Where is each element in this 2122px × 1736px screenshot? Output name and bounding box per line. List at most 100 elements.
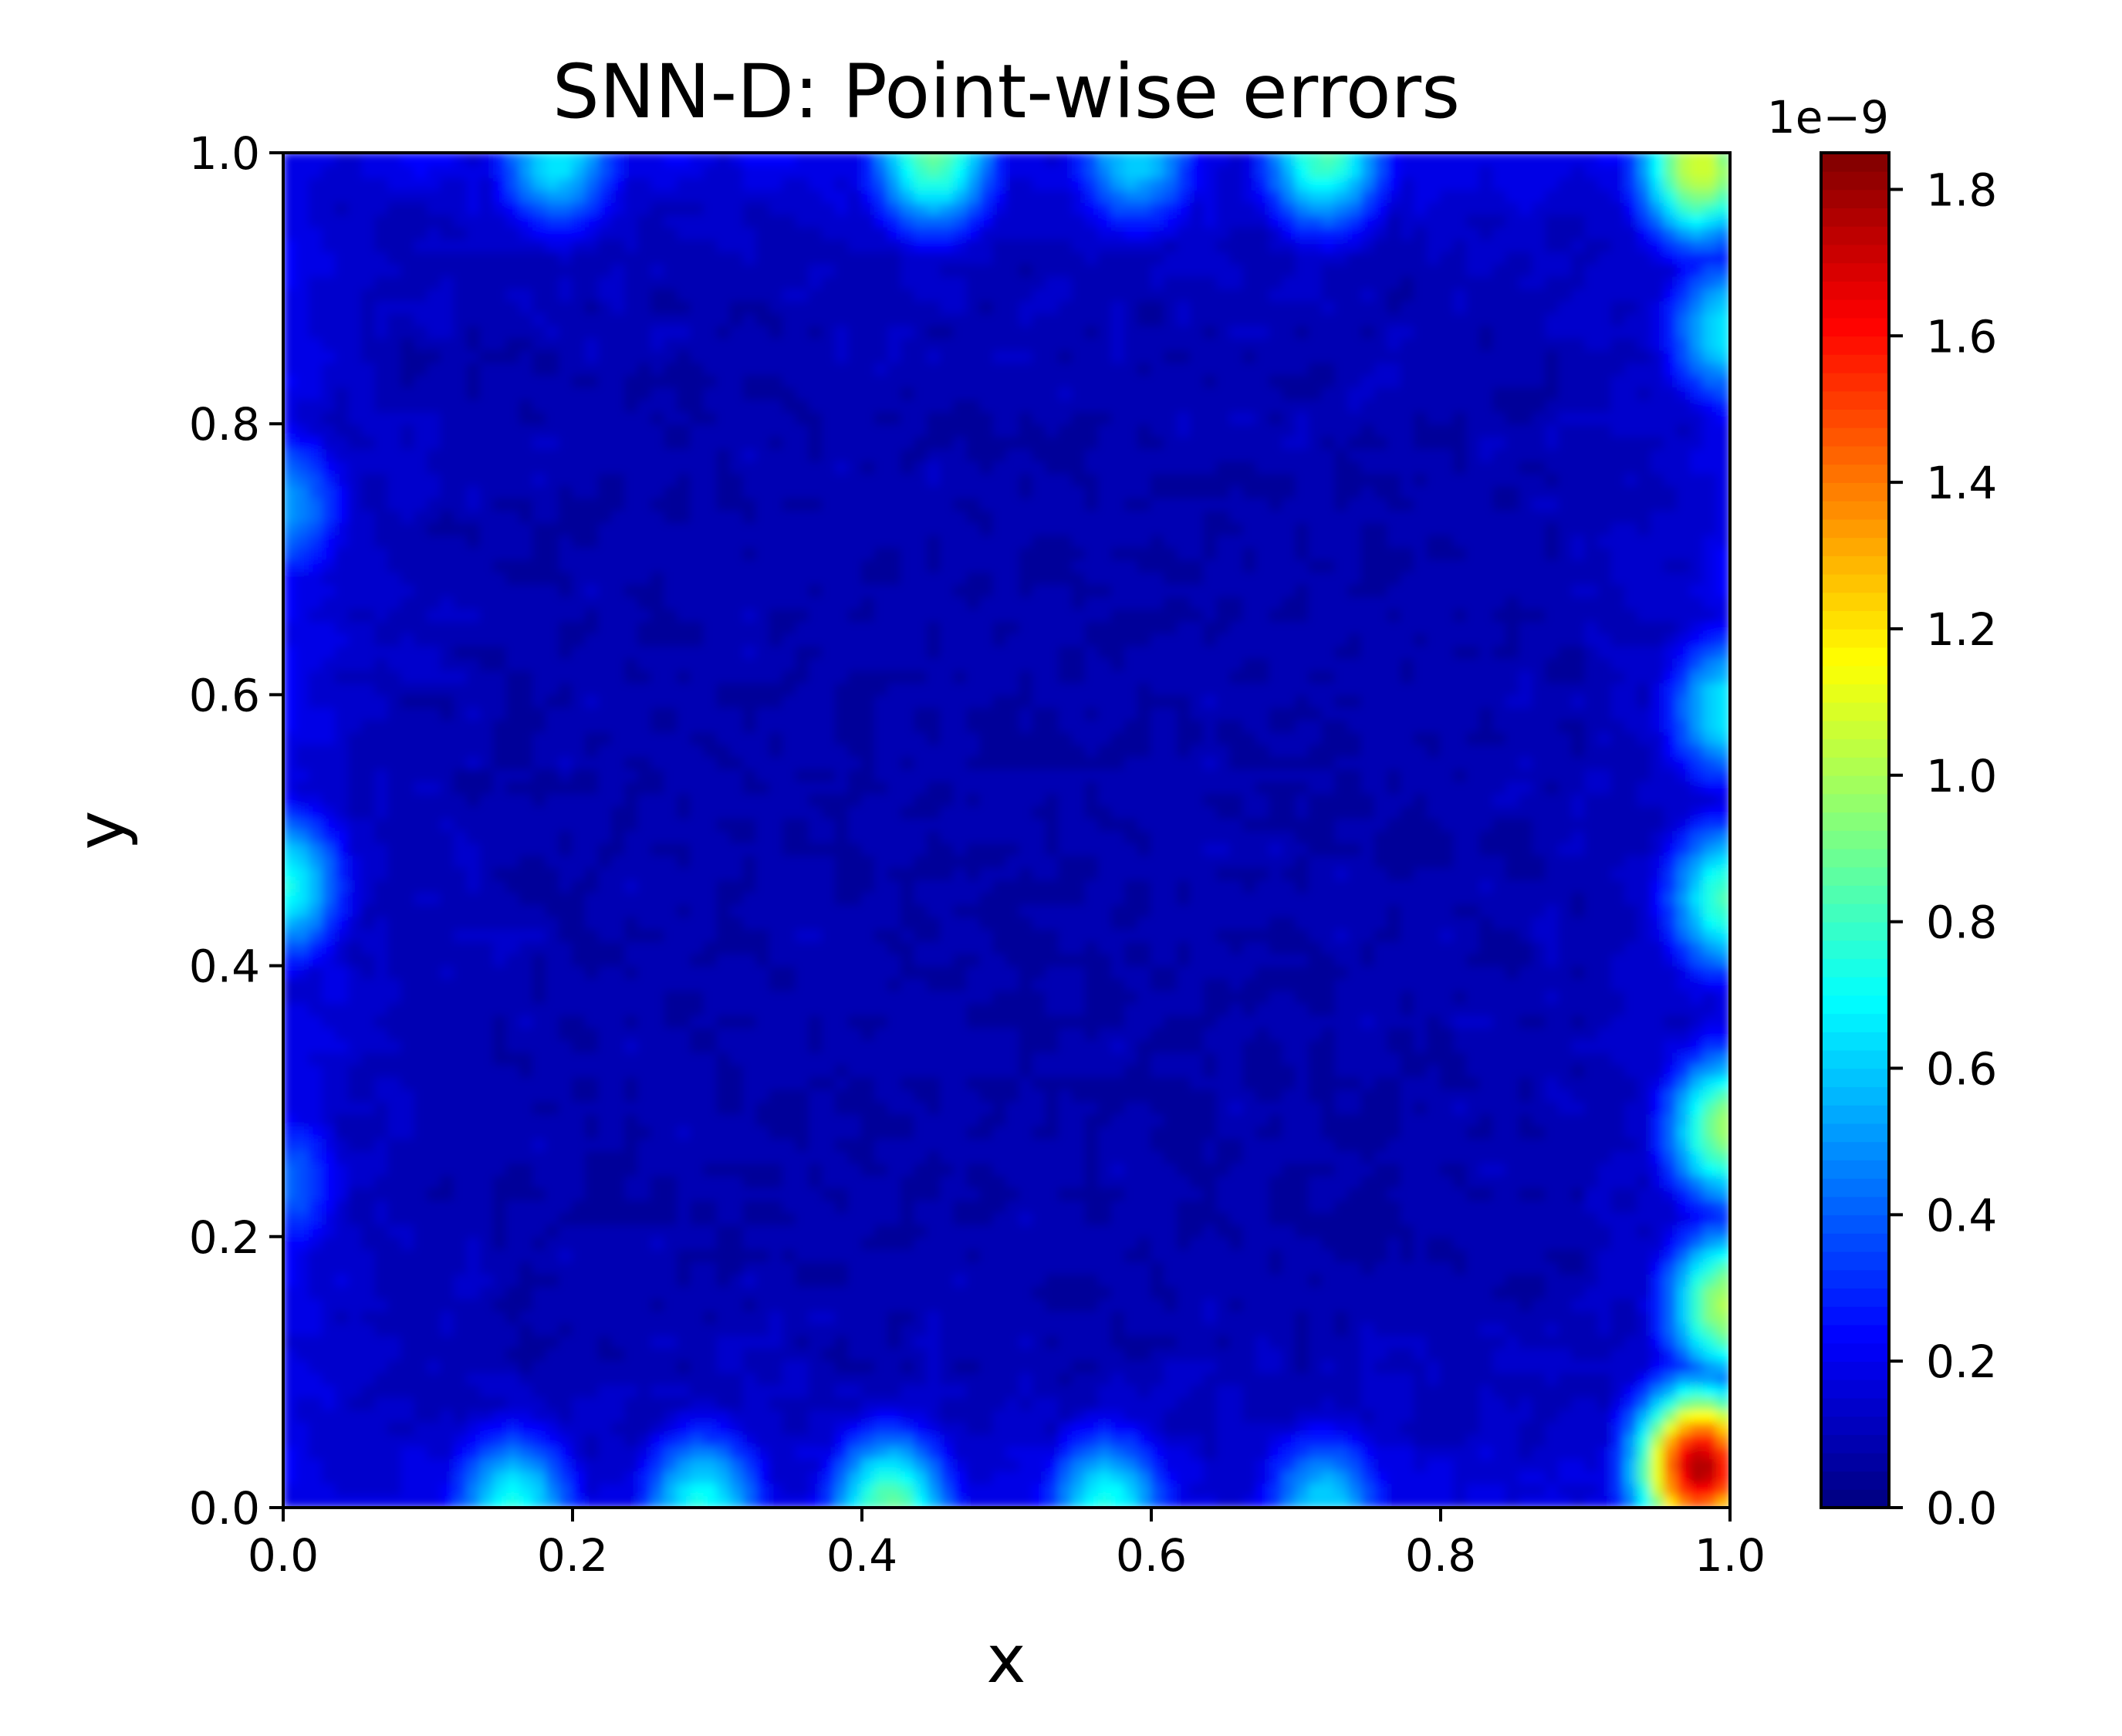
heatmap-cell xyxy=(729,398,745,413)
heatmap-cell xyxy=(335,1260,350,1275)
heatmap-cell xyxy=(440,731,455,745)
heatmap-cell xyxy=(769,681,784,696)
heatmap-cell xyxy=(808,1100,823,1115)
heatmap-cell xyxy=(440,927,455,942)
heatmap-cell xyxy=(545,1076,560,1090)
heatmap-cell xyxy=(453,1198,468,1213)
heatmap-cell xyxy=(427,176,442,191)
heatmap-cell xyxy=(729,743,745,758)
heatmap-cell xyxy=(348,533,363,548)
heatmap-cell xyxy=(532,1334,547,1349)
heatmap-cell xyxy=(519,595,534,610)
heatmap-cell xyxy=(427,201,442,215)
heatmap-cell xyxy=(374,1051,390,1066)
heatmap-cell xyxy=(387,423,403,437)
heatmap-cell xyxy=(492,1113,508,1127)
heatmap-cell xyxy=(519,324,534,339)
heatmap-cell xyxy=(677,1470,692,1484)
heatmap-cell xyxy=(861,1334,877,1349)
heatmap-cell xyxy=(453,952,468,967)
heatmap-cell xyxy=(808,485,823,498)
heatmap-cell xyxy=(703,1174,718,1188)
heatmap-cell xyxy=(572,1186,587,1201)
heatmap-cell xyxy=(519,176,534,191)
heatmap-cell xyxy=(466,1223,482,1238)
heatmap-cell xyxy=(637,508,653,523)
heatmap-cell xyxy=(755,1211,771,1225)
heatmap-cell xyxy=(769,472,784,487)
heatmap-cell xyxy=(558,1420,573,1435)
heatmap-cell xyxy=(755,927,771,942)
heatmap-cell xyxy=(387,792,403,807)
heatmap-cell xyxy=(387,620,403,634)
heatmap-cell xyxy=(690,1235,705,1250)
heatmap-cell xyxy=(742,805,758,819)
heatmap-cell xyxy=(637,903,653,917)
heatmap-cell xyxy=(677,312,692,326)
heatmap-cell xyxy=(414,1371,429,1386)
heatmap-cell xyxy=(795,423,810,437)
heatmap-cell xyxy=(847,940,863,954)
heatmap-cell xyxy=(400,903,416,917)
heatmap-cell xyxy=(466,1125,482,1140)
heatmap-cell xyxy=(795,1063,810,1078)
heatmap-cell xyxy=(624,533,640,548)
heatmap-cell xyxy=(414,275,429,289)
heatmap-cell xyxy=(598,361,613,376)
heatmap-cell xyxy=(453,1322,468,1336)
heatmap-cell xyxy=(335,1297,350,1312)
heatmap-cell xyxy=(821,423,836,437)
heatmap-cell xyxy=(453,1211,468,1225)
heatmap-cell xyxy=(479,1396,495,1410)
heatmap-cell xyxy=(572,1309,587,1324)
heatmap-cell xyxy=(492,1088,508,1103)
heatmap-cell xyxy=(453,731,468,745)
heatmap-cell xyxy=(335,386,350,400)
heatmap-cell xyxy=(296,225,311,240)
heatmap-cell xyxy=(795,1445,810,1460)
heatmap-cell xyxy=(808,669,823,684)
heatmap-cell xyxy=(742,349,758,363)
heatmap-cell xyxy=(361,275,377,289)
heatmap-cell xyxy=(821,435,836,450)
heatmap-cell xyxy=(322,435,337,450)
heatmap-cell xyxy=(492,1334,508,1349)
heatmap-cell xyxy=(414,386,429,400)
heatmap-cell xyxy=(716,1433,732,1447)
heatmap-cell xyxy=(664,1285,679,1299)
heatmap-cell xyxy=(861,915,877,930)
heatmap-cell xyxy=(492,336,508,351)
heatmap-cell xyxy=(572,1076,587,1090)
heatmap-cell xyxy=(427,164,442,178)
heatmap-cell xyxy=(624,1433,640,1447)
heatmap-cell xyxy=(558,1457,573,1472)
heatmap-cell xyxy=(690,977,705,991)
heatmap-cell xyxy=(532,706,547,721)
heatmap-cell xyxy=(532,508,547,523)
heatmap-cell xyxy=(703,1346,718,1361)
heatmap-cell xyxy=(729,1309,745,1324)
heatmap-cell xyxy=(703,460,718,475)
heatmap-cell xyxy=(847,176,863,191)
heatmap-cell xyxy=(677,644,692,659)
heatmap-cell xyxy=(861,176,877,191)
heatmap-cell xyxy=(650,1223,666,1238)
heatmap-cell xyxy=(611,1272,627,1287)
heatmap-cell xyxy=(558,718,573,733)
heatmap-cell xyxy=(400,1150,416,1164)
heatmap-cell xyxy=(400,164,416,178)
heatmap-cell xyxy=(624,1285,640,1299)
heatmap-cell xyxy=(427,485,442,498)
heatmap-cell xyxy=(782,262,797,277)
heatmap-cell xyxy=(414,940,429,954)
heatmap-cell xyxy=(847,595,863,610)
heatmap-cell xyxy=(479,1063,495,1078)
heatmap-cell xyxy=(808,386,823,400)
heatmap-cell xyxy=(440,1198,455,1213)
heatmap-cell xyxy=(532,878,547,893)
heatmap-cell xyxy=(361,903,377,917)
heatmap-cell xyxy=(598,460,613,475)
heatmap-cell xyxy=(335,213,350,228)
heatmap-cell xyxy=(572,1297,587,1312)
heatmap-cell xyxy=(361,1150,377,1164)
